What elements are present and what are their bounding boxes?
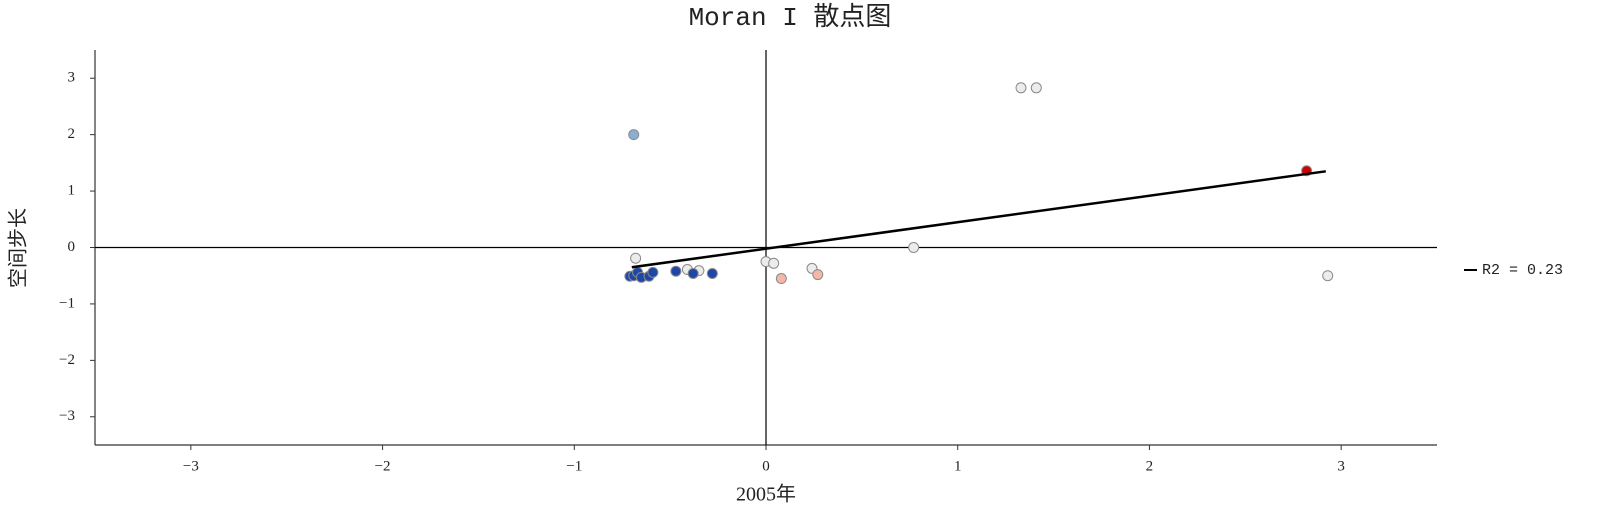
y-tick-label: 3 — [68, 70, 76, 86]
scatter-point — [1322, 270, 1334, 282]
scatter-point — [1015, 82, 1027, 94]
scatter-point — [670, 265, 682, 277]
scatter-point — [630, 252, 642, 264]
scatter-point — [812, 269, 824, 281]
y-axis-label: 空间步长 — [7, 208, 30, 288]
scatter-point — [775, 273, 787, 285]
y-tick-label: −3 — [59, 408, 75, 424]
scatter-point — [628, 129, 640, 141]
fit-line — [631, 170, 1326, 269]
y-tick-label: 2 — [68, 126, 76, 142]
scatter-point — [647, 266, 659, 278]
scatter-point — [706, 267, 718, 279]
y-tick-label: −2 — [59, 352, 75, 368]
scatter-point — [768, 257, 780, 269]
x-tick-label: 0 — [762, 458, 770, 474]
y-tick-label: −1 — [59, 295, 75, 311]
y-tick-label: 1 — [68, 183, 76, 199]
x-tick-label: −2 — [375, 458, 391, 474]
x-tick-label: 1 — [954, 458, 962, 474]
chart-title: Moran I 散点图 — [689, 2, 892, 33]
x-tick-label: −1 — [566, 458, 582, 474]
y-tick-label: 0 — [68, 239, 76, 255]
scatter-point — [908, 242, 920, 253]
legend-label: R2 = 0.23 — [1482, 262, 1563, 279]
x-tick-label: −3 — [183, 458, 199, 474]
scatter-point — [687, 267, 699, 279]
x-axis-label: 2005年 — [736, 483, 796, 506]
x-tick-label: 2 — [1146, 458, 1154, 474]
scatter-point — [1030, 82, 1042, 94]
x-tick-label: 3 — [1337, 458, 1345, 474]
